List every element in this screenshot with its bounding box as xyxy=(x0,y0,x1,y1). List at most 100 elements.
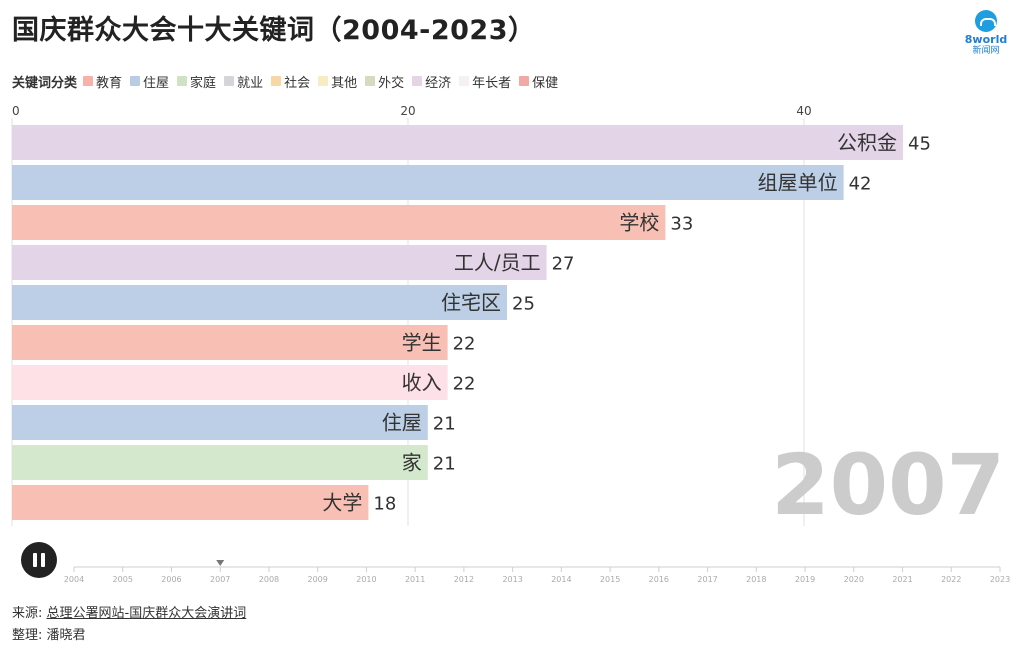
editor-note: 整理: 潘晓君 xyxy=(12,628,86,643)
bar xyxy=(12,245,547,280)
legend-swatch xyxy=(271,76,282,86)
legend-item: 教育 xyxy=(83,72,122,91)
legend-item: 年长者 xyxy=(459,72,511,91)
legend-swatch xyxy=(224,76,235,86)
timeline-year-label: 2014 xyxy=(551,575,571,584)
bar xyxy=(12,325,448,360)
legend-label: 保健 xyxy=(532,75,559,91)
year-timeline-slider[interactable]: 2004 2005 2006 2007 2008 2009 2010 2011 2012 2013… xyxy=(0,555,1020,590)
legend-item: 外交 xyxy=(365,72,404,91)
timeline-year-label: 2018 xyxy=(746,575,766,584)
legend-item: 住屋 xyxy=(130,72,169,91)
legend-label: 家庭 xyxy=(190,75,217,91)
bar-category-label: 家 xyxy=(402,451,422,475)
legend-swatch xyxy=(519,76,530,86)
bar-value-label: 25 xyxy=(512,294,535,315)
legend-label: 年长者 xyxy=(472,75,512,91)
bar xyxy=(12,165,844,200)
timeline-year-label: 2023 xyxy=(990,575,1010,584)
timeline-year-label: 2008 xyxy=(259,575,279,584)
bar-value-label: 21 xyxy=(433,454,456,475)
bar-value-label: 42 xyxy=(849,174,872,195)
timeline-year-label: 2013 xyxy=(502,575,522,584)
bar-category-label: 公积金 xyxy=(837,131,897,155)
legend-label: 就业 xyxy=(237,75,264,91)
8world-logo: 8world 新闻网 xyxy=(962,10,1010,56)
legend-swatch xyxy=(459,76,470,86)
legend: 关键词分类 教育 住屋 家庭 就业 社会 其他 外交 经济 年长者 保健 xyxy=(12,72,566,91)
legend-swatch xyxy=(318,76,329,86)
legend-swatch xyxy=(83,76,94,86)
legend-item: 保健 xyxy=(519,72,558,91)
legend-swatch xyxy=(365,76,376,86)
source-note: 来源: 总理公署网站-国庆群众大会演讲词 xyxy=(12,602,246,621)
bar-value-label: 33 xyxy=(670,214,693,235)
current-year-watermark: 2007 xyxy=(771,436,1005,534)
source-prefix: 来源: xyxy=(12,606,47,621)
bar xyxy=(12,205,666,240)
timeline-year-label: 2005 xyxy=(113,575,133,584)
x-tick-label: 0 xyxy=(12,104,20,118)
bar xyxy=(12,125,903,160)
legend-label: 住屋 xyxy=(143,75,170,91)
legend-swatch xyxy=(177,76,188,86)
legend-item: 就业 xyxy=(224,72,263,91)
bar-value-label: 22 xyxy=(453,374,476,395)
bar xyxy=(12,485,369,520)
timeline-year-label: 2020 xyxy=(844,575,864,584)
logo-subbrand: 新闻网 xyxy=(972,46,1000,56)
timeline-year-label: 2006 xyxy=(161,575,181,584)
legend-swatch xyxy=(130,76,141,86)
chart-title: 国庆群众大会十大关键词（2004-2023） xyxy=(12,15,536,46)
x-tick-label: 40 xyxy=(796,104,811,118)
source-link[interactable]: 总理公署网站-国庆群众大会演讲词 xyxy=(46,606,247,621)
bar-category-label: 学校 xyxy=(619,211,659,235)
legend-label: 经济 xyxy=(425,75,452,91)
timeline-year-label: 2009 xyxy=(308,575,328,584)
bar xyxy=(12,445,428,480)
timeline-year-label: 2015 xyxy=(600,575,620,584)
bar-chart: 0 20 40 公积金 45 组屋单位 42 学校 33 工人/员工 27 住宅区 25 学生 22 收入 22… xyxy=(11,104,1005,534)
timeline-handle[interactable] xyxy=(216,560,225,566)
timeline-year-label: 2019 xyxy=(795,575,815,584)
timeline-year-label: 2017 xyxy=(697,575,717,584)
pause-icon-right xyxy=(41,553,45,567)
bar-category-label: 收入 xyxy=(402,371,442,395)
legend-label: 教育 xyxy=(96,75,123,91)
bar-value-label: 21 xyxy=(433,414,456,435)
bar-category-label: 大学 xyxy=(322,491,362,515)
pause-button[interactable] xyxy=(21,542,57,578)
legend-items: 教育 住屋 家庭 就业 社会 其他 外交 经济 年长者 保健 xyxy=(83,72,566,91)
bar-category-label: 工人/员工 xyxy=(454,251,541,275)
bar xyxy=(12,405,428,440)
bar-value-label: 45 xyxy=(908,134,931,155)
bar xyxy=(12,285,507,320)
8world-logo-icon xyxy=(975,10,997,32)
timeline-year-label: 2012 xyxy=(454,575,474,584)
bar-value-label: 27 xyxy=(552,254,575,275)
bar-category-label: 住宅区 xyxy=(441,291,501,315)
legend-item: 其他 xyxy=(318,72,357,91)
timeline-year-label: 2021 xyxy=(892,575,912,584)
bar-category-label: 住屋 xyxy=(382,411,422,435)
timeline-year-label: 2004 xyxy=(64,575,84,584)
x-tick-label: 20 xyxy=(400,104,415,118)
timeline-year-label: 2011 xyxy=(405,575,425,584)
bar-value-label: 18 xyxy=(373,494,396,515)
legend-label: 社会 xyxy=(284,75,311,91)
legend-label: 其他 xyxy=(331,75,358,91)
timeline-year-label: 2007 xyxy=(210,575,230,584)
timeline-year-label: 2022 xyxy=(941,575,961,584)
timeline-year-label: 2010 xyxy=(356,575,376,584)
legend-item: 经济 xyxy=(412,72,451,91)
legend-label: 外交 xyxy=(378,75,405,91)
bar xyxy=(12,365,448,400)
legend-item: 社会 xyxy=(271,72,310,91)
legend-swatch xyxy=(412,76,423,86)
legend-item: 家庭 xyxy=(177,72,216,91)
timeline-year-label: 2016 xyxy=(649,575,669,584)
bar-category-label: 学生 xyxy=(402,331,442,355)
bar-value-label: 22 xyxy=(453,334,476,355)
logo-brand: 8world xyxy=(964,33,1008,46)
legend-title: 关键词分类 xyxy=(12,75,78,91)
